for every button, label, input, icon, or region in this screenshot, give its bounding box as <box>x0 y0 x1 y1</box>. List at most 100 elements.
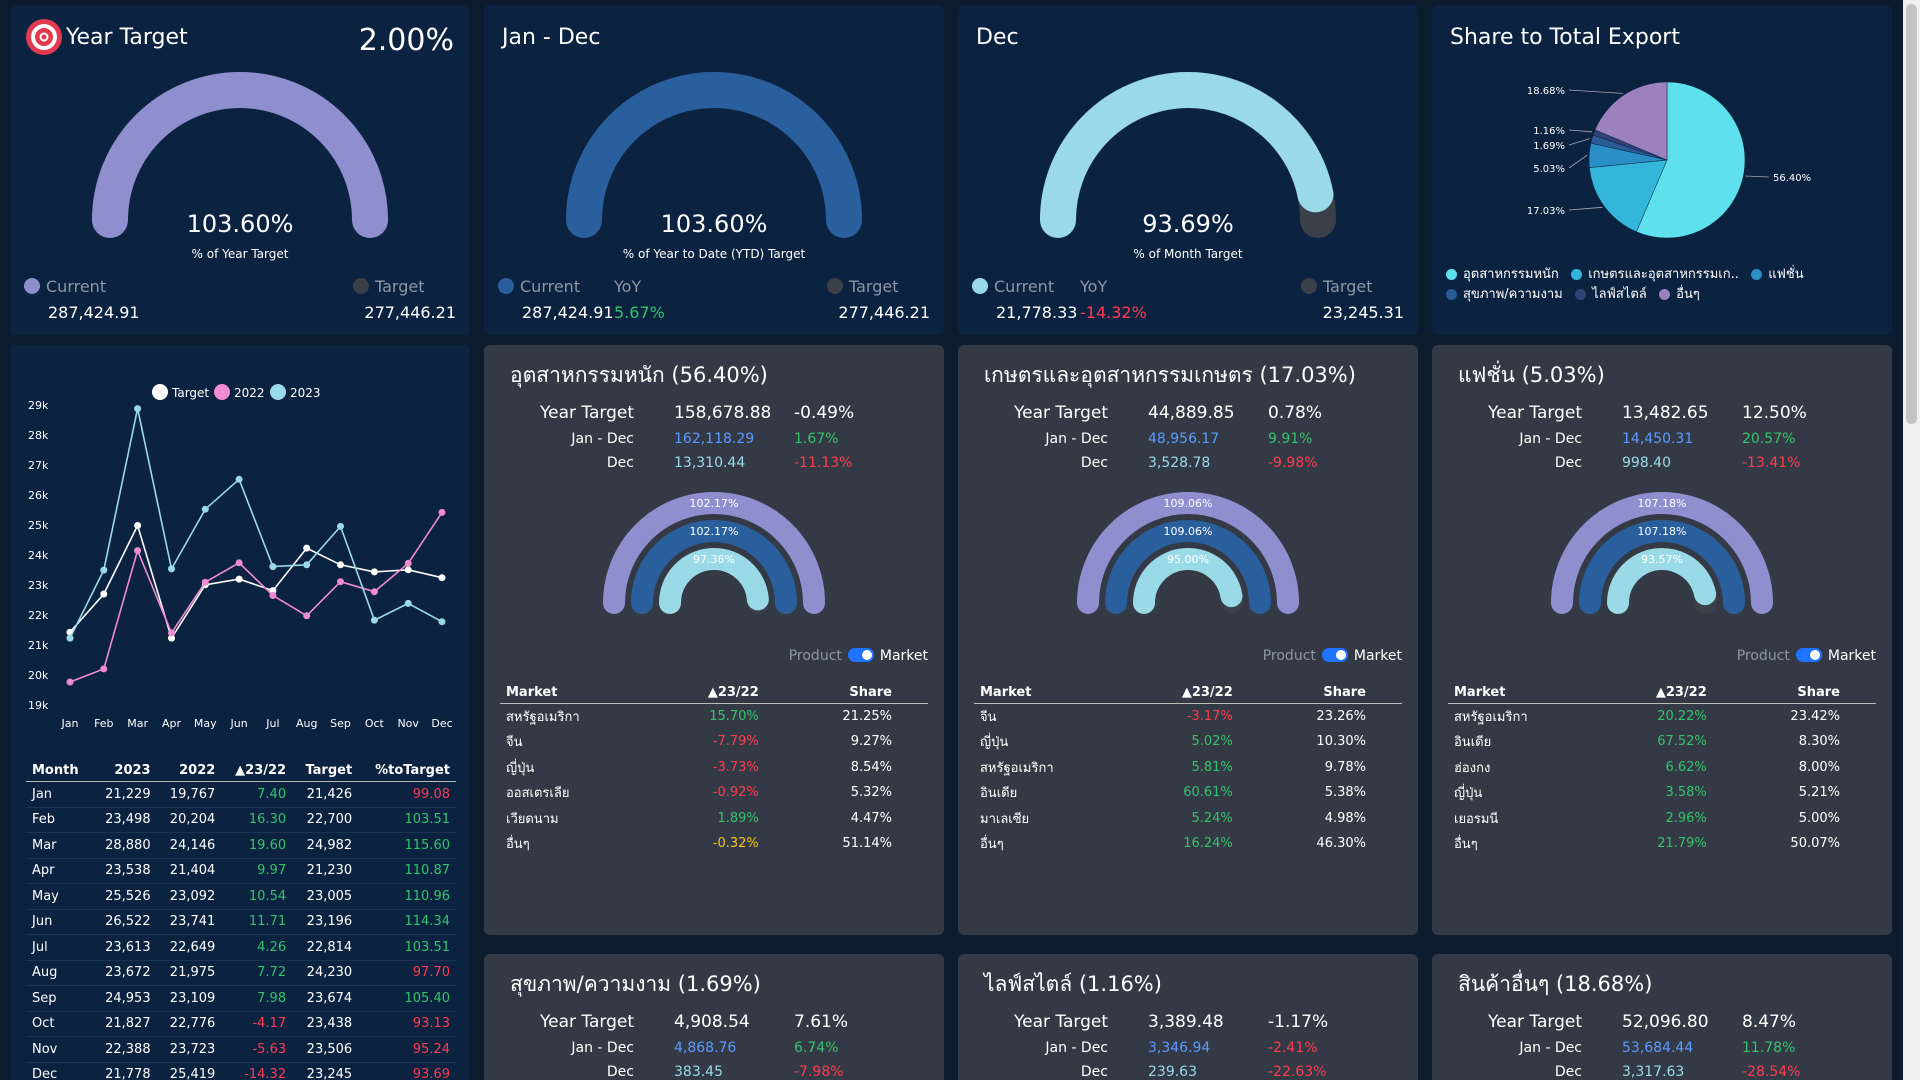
data-point[interactable] <box>168 565 175 573</box>
toggle-switch[interactable] <box>847 648 874 662</box>
table-row[interactable]: จีน -3.17% 23.26% <box>974 704 1402 730</box>
page-scrollbar[interactable] <box>1903 0 1920 1080</box>
table-row[interactable]: สหรัฐอเมริกา 20.22% 23.42% <box>1448 704 1876 730</box>
x-tick-label: Mar <box>127 717 148 730</box>
table-cell: 25,526 <box>105 888 151 904</box>
table-row[interactable]: Aug 23,672 21,975 7.72 24,230 97.70 <box>26 960 456 986</box>
data-point[interactable] <box>66 634 74 642</box>
table-cell: 93.69 <box>412 1067 450 1080</box>
table-row[interactable]: Oct 21,827 22,776 -4.17 23,438 93.13 <box>26 1011 456 1037</box>
scrollbar-thumb[interactable] <box>1906 4 1917 424</box>
data-point[interactable] <box>404 566 412 574</box>
table-row[interactable]: สหรัฐอเมริกา 15.70% 21.25% <box>500 704 928 730</box>
pie-slice[interactable] <box>1594 81 1668 161</box>
data-point[interactable] <box>201 505 209 513</box>
table-cell: Mar <box>32 837 57 853</box>
table-cell: 7.40 <box>257 786 287 802</box>
pie-slice[interactable] <box>1636 81 1746 239</box>
table-cell: 7.98 <box>257 990 287 1006</box>
table-row[interactable]: อื่นๆ 21.79% 50.07% <box>1448 831 1876 857</box>
table-row[interactable]: Jul 23,613 22,649 4.26 22,814 103.51 <box>26 935 456 960</box>
table-row[interactable]: Sep 24,953 23,109 7.98 23,674 105.40 <box>26 986 456 1011</box>
legend-item[interactable]: สุขภาพ/ความงาม <box>1446 287 1563 302</box>
table-row[interactable]: ญี่ปุ่น 3.58% 5.21% <box>1448 780 1876 806</box>
table-row[interactable]: Feb 23,498 20,204 16.30 22,700 103.51 <box>26 807 456 833</box>
data-point[interactable] <box>235 575 243 583</box>
view-toggle[interactable]: Product Market <box>789 648 928 664</box>
data-point[interactable] <box>303 561 311 569</box>
legend-item[interactable]: ไลฟ์สไตล์ <box>1575 287 1647 302</box>
data-point[interactable] <box>100 566 108 574</box>
stat-label: Year Target <box>540 1012 634 1032</box>
data-point[interactable] <box>134 405 142 413</box>
table-row[interactable]: อื่นๆ 16.24% 46.30% <box>974 831 1402 857</box>
toggle-switch[interactable] <box>1795 648 1822 662</box>
table-row[interactable]: ออสเตรเลีย -0.92% 5.32% <box>500 780 928 806</box>
data-point[interactable] <box>134 522 142 529</box>
data-point[interactable] <box>134 547 142 555</box>
table-row[interactable]: สหรัฐอเมริกา 5.81% 9.78% <box>974 755 1402 781</box>
table-row[interactable]: อินเดีย 67.52% 8.30% <box>1448 729 1876 755</box>
table-row[interactable]: ญี่ปุ่น 5.02% 10.30% <box>974 729 1402 755</box>
data-point[interactable] <box>404 599 412 607</box>
table-row[interactable]: จีน -7.79% 9.27% <box>500 729 928 755</box>
table-row[interactable]: ฮ่องกง 6.62% 8.00% <box>1448 755 1876 781</box>
data-point[interactable] <box>303 612 311 620</box>
data-point[interactable] <box>438 508 446 516</box>
table-row[interactable]: ญี่ปุ่น -3.73% 8.54% <box>500 755 928 781</box>
legend-label[interactable]: 2022 <box>234 386 265 400</box>
table-row[interactable]: Nov 22,388 23,723 -5.63 23,506 95.24 <box>26 1037 456 1062</box>
data-point[interactable] <box>337 561 344 569</box>
legend-label[interactable]: 2023 <box>290 386 321 400</box>
table-row[interactable]: May 25,526 23,092 10.54 23,005 110.96 <box>26 884 456 909</box>
table-cell: 20,204 <box>169 812 216 828</box>
target-value: 23,245.31 <box>1322 303 1404 322</box>
data-point[interactable] <box>269 592 277 599</box>
legend-item[interactable]: อุตสาหกรรมหนัก <box>1446 267 1559 282</box>
yoy-value: -14.32% <box>1080 303 1147 322</box>
data-point[interactable] <box>269 563 277 571</box>
table-row[interactable]: Apr 23,538 21,404 9.97 21,230 110.87 <box>26 858 456 884</box>
table-row[interactable]: อื่นๆ -0.32% 51.14% <box>500 831 928 857</box>
data-point[interactable] <box>337 578 344 586</box>
table-cell: Jul <box>32 939 48 955</box>
table-row[interactable]: มาเลเซีย 5.24% 4.98% <box>974 806 1402 832</box>
share-pie-chart: 56.40% 17.03% 5.03% 1.69% 1.16% 18.68% <box>1527 81 1811 239</box>
data-point[interactable] <box>235 475 243 483</box>
stat-label: Dec <box>1080 455 1108 471</box>
data-point[interactable] <box>303 544 311 552</box>
data-point[interactable] <box>201 578 209 586</box>
view-toggle[interactable]: Product Market <box>1737 648 1876 664</box>
data-point[interactable] <box>370 588 378 596</box>
legend-item[interactable]: แฟชั่น <box>1751 267 1804 282</box>
table-cell: Oct <box>32 1016 55 1032</box>
stat-value: 53,684.44 <box>1622 1040 1694 1056</box>
data-point[interactable] <box>370 568 378 576</box>
data-point[interactable] <box>269 587 277 595</box>
toggle-switch[interactable] <box>1321 648 1348 662</box>
table-row[interactable]: Jun 26,522 23,741 11.71 23,196 114.34 <box>26 909 456 935</box>
data-point[interactable] <box>404 559 412 567</box>
view-toggle[interactable]: Product Market <box>1263 648 1402 664</box>
data-point[interactable] <box>370 616 378 624</box>
table-row[interactable]: Mar 28,880 24,146 19.60 24,982 115.60 <box>26 833 456 858</box>
table-row[interactable]: Dec 21,778 25,419 -14.32 23,245 93.69 <box>26 1062 456 1080</box>
legend-item[interactable]: เกษตรและอุตสาหกรรมเก.. <box>1571 267 1739 282</box>
table-row[interactable]: อินเดีย 60.61% 5.38% <box>974 780 1402 806</box>
table-row[interactable]: เยอรมนี 2.96% 5.00% <box>1448 806 1876 832</box>
pie-slice[interactable] <box>1589 159 1668 233</box>
legend-item[interactable]: อื่นๆ <box>1659 287 1700 302</box>
data-point[interactable] <box>66 678 74 686</box>
data-point[interactable] <box>100 590 108 598</box>
data-point[interactable] <box>168 629 175 637</box>
data-point[interactable] <box>100 665 108 673</box>
legend-label[interactable]: Target <box>171 386 209 400</box>
data-point[interactable] <box>438 618 446 626</box>
table-row[interactable]: เวียดนาม 1.89% 4.47% <box>500 806 928 832</box>
data-point[interactable] <box>337 522 344 530</box>
table-row[interactable]: Jan 21,229 19,767 7.40 21,426 99.08 <box>26 782 456 807</box>
stat-value: 3,317.63 <box>1622 1064 1685 1080</box>
data-point[interactable] <box>168 634 175 642</box>
data-point[interactable] <box>235 559 243 567</box>
data-point[interactable] <box>438 574 446 582</box>
